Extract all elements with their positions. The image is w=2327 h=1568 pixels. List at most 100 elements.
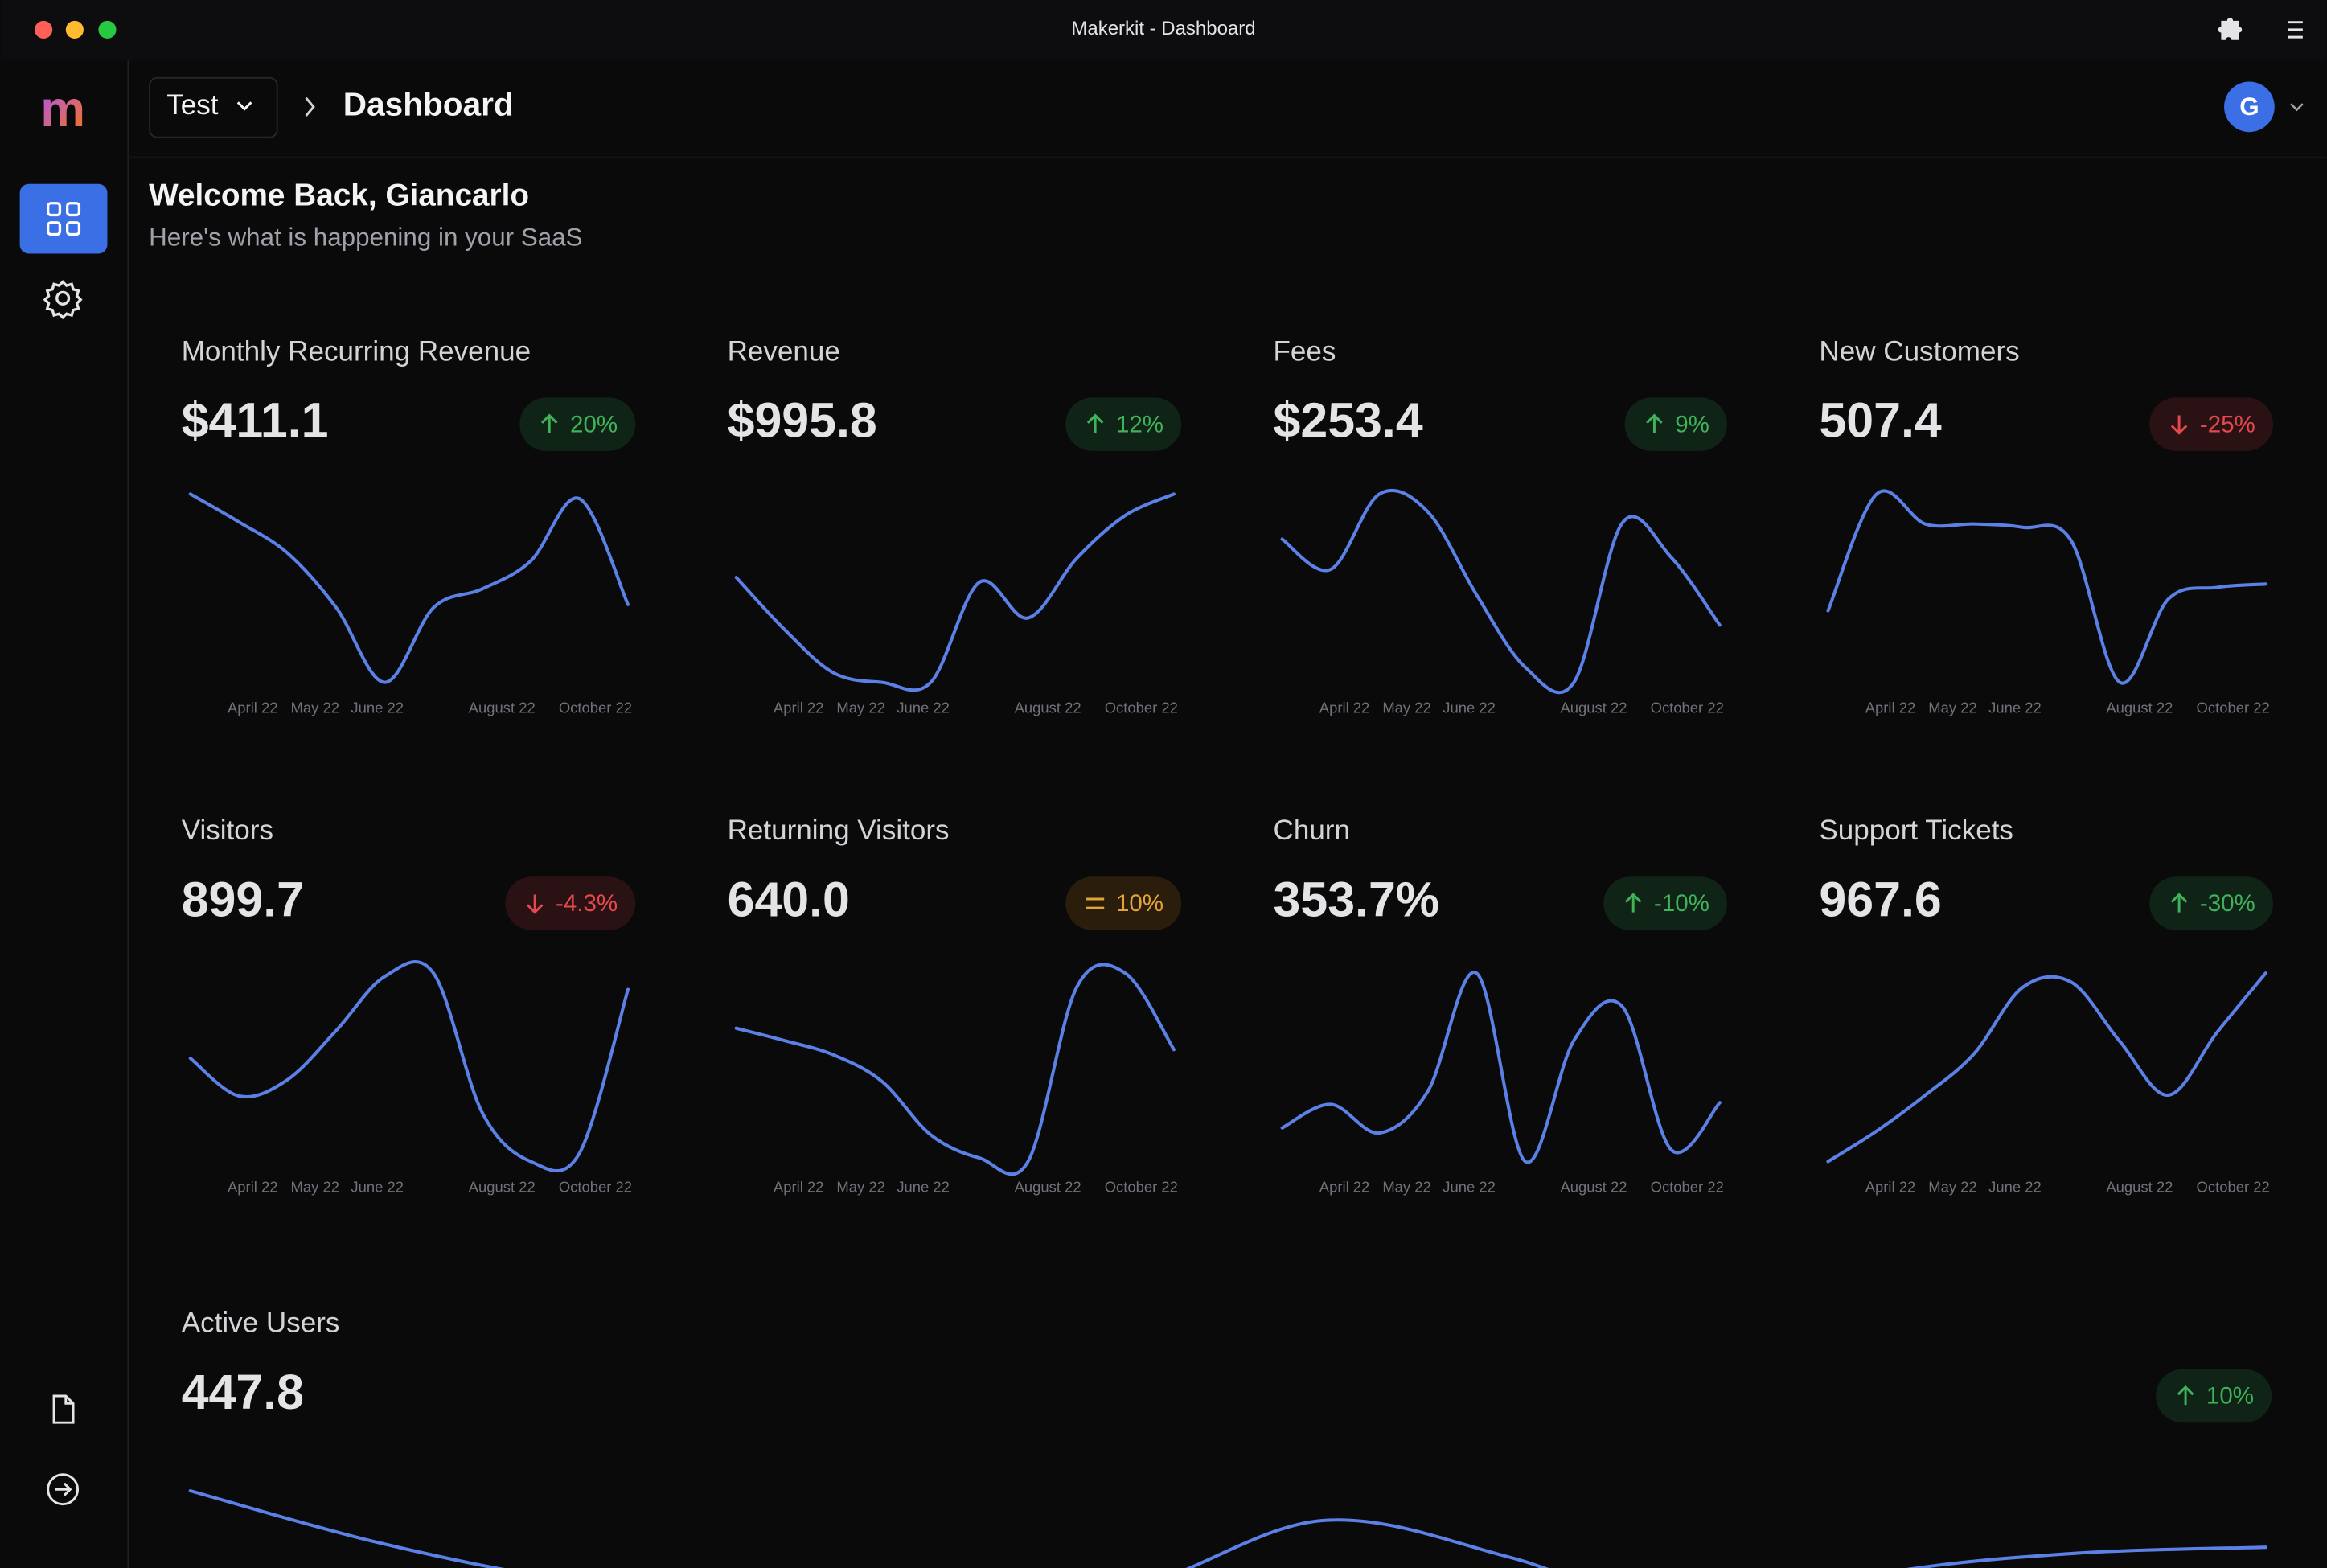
badge-background bbox=[1065, 876, 1182, 930]
nav-logout[interactable] bbox=[47, 1473, 80, 1506]
minimize-button[interactable] bbox=[65, 20, 84, 39]
x-axis-label: June 22 bbox=[1443, 700, 1496, 716]
badge-background bbox=[2149, 397, 2273, 451]
x-axis-label: June 22 bbox=[1988, 1179, 2042, 1196]
change-badge: 9% bbox=[1624, 397, 1728, 451]
x-axis-label: May 22 bbox=[836, 1179, 884, 1196]
x-axis-label: June 22 bbox=[351, 1179, 404, 1196]
menu-icon[interactable] bbox=[2288, 21, 2303, 39]
x-axis-label: May 22 bbox=[1928, 1179, 1976, 1196]
welcome-subtitle: Here's what is happening in your SaaS bbox=[149, 223, 582, 251]
x-axis-label: May 22 bbox=[836, 700, 884, 716]
x-axis-label: August 22 bbox=[2106, 1179, 2173, 1196]
badge-background bbox=[519, 397, 636, 451]
badge-text: 9% bbox=[1675, 411, 1709, 437]
card-title: Revenue bbox=[728, 335, 840, 367]
x-axis-label: June 22 bbox=[897, 1179, 950, 1196]
x-axis-label: June 22 bbox=[1443, 1179, 1496, 1196]
x-axis-label: May 22 bbox=[291, 700, 339, 716]
badge-background bbox=[1624, 397, 1728, 451]
x-axis-label: April 22 bbox=[1865, 700, 1916, 716]
x-axis-label: October 22 bbox=[1651, 1179, 1724, 1196]
x-axis-label: June 22 bbox=[1988, 700, 2042, 716]
card-value: $253.4 bbox=[1274, 393, 1423, 448]
card-title: Visitors bbox=[182, 815, 273, 846]
card-value: 447.8 bbox=[182, 1365, 304, 1419]
nav-settings[interactable] bbox=[43, 280, 83, 320]
x-axis-label: April 22 bbox=[774, 1179, 824, 1196]
badge-background bbox=[505, 876, 636, 930]
card-title: Active Users bbox=[182, 1307, 340, 1339]
card-value: $995.8 bbox=[728, 393, 877, 448]
card-value: 507.4 bbox=[1819, 393, 1941, 448]
close-button[interactable] bbox=[35, 20, 53, 39]
sparkline bbox=[188, 492, 630, 684]
badge-background bbox=[1603, 876, 1728, 930]
x-axis-label: August 22 bbox=[1015, 1179, 1081, 1196]
x-axis-label: October 22 bbox=[2197, 700, 2270, 716]
x-axis-label: October 22 bbox=[1651, 700, 1724, 716]
badge-text: 12% bbox=[1116, 411, 1164, 437]
nav-dashboard[interactable] bbox=[19, 183, 108, 254]
x-axis-label: April 22 bbox=[774, 700, 824, 716]
trend-icon bbox=[1086, 897, 1105, 909]
change-badge: -10% bbox=[1603, 876, 1728, 930]
x-axis-label: April 22 bbox=[1865, 1179, 1916, 1196]
x-axis-label: May 22 bbox=[291, 1179, 339, 1196]
avatar-chevron[interactable] bbox=[2290, 103, 2304, 112]
trend-icon bbox=[1624, 893, 1642, 913]
x-axis-label: April 22 bbox=[1319, 1179, 1370, 1196]
workspace-name: Test bbox=[166, 89, 219, 121]
card-title: Monthly Recurring Revenue bbox=[182, 335, 531, 367]
extensions-icon[interactable] bbox=[2218, 18, 2243, 40]
x-axis-label: October 22 bbox=[1105, 700, 1178, 716]
change-badge: -4.3% bbox=[505, 876, 636, 930]
card-title: Fees bbox=[1274, 335, 1336, 367]
avatar-initial: G bbox=[2239, 92, 2259, 121]
workspace-selector[interactable] bbox=[149, 76, 278, 138]
x-axis-label: April 22 bbox=[228, 1179, 278, 1196]
x-axis-label: August 22 bbox=[1560, 700, 1627, 716]
card-value: 967.6 bbox=[1819, 872, 1941, 927]
x-axis-label: May 22 bbox=[1382, 1179, 1430, 1196]
x-axis-label: August 22 bbox=[1560, 1179, 1627, 1196]
sparkline bbox=[188, 1489, 2267, 1568]
change-badge: 20% bbox=[519, 397, 636, 451]
card-value: 353.7% bbox=[1274, 872, 1439, 927]
badge-background bbox=[2156, 1369, 2272, 1423]
x-axis-label: April 22 bbox=[228, 700, 278, 716]
change-badge: -25% bbox=[2149, 397, 2273, 451]
trend-icon bbox=[1086, 413, 1104, 433]
workspace-chevron bbox=[236, 101, 252, 111]
badge-text: -10% bbox=[1654, 890, 1709, 917]
nav-docs[interactable] bbox=[52, 1394, 75, 1424]
x-axis-label: October 22 bbox=[1105, 1179, 1178, 1196]
sparkline bbox=[1280, 971, 1722, 1164]
badge-background bbox=[2149, 876, 2273, 930]
breadcrumb-separator bbox=[305, 96, 315, 117]
card-value: $411.1 bbox=[182, 393, 329, 448]
x-axis-label: April 22 bbox=[1319, 700, 1370, 716]
dashboard-icon bbox=[47, 202, 81, 236]
sparkline bbox=[734, 963, 1176, 1176]
maximize-button[interactable] bbox=[98, 20, 117, 39]
badge-text: 10% bbox=[2206, 1383, 2254, 1410]
avatar[interactable] bbox=[2224, 81, 2275, 133]
trend-icon bbox=[526, 894, 544, 914]
card-title: New Customers bbox=[1819, 335, 2019, 367]
window-title: Makerkit - Dashboard bbox=[1071, 18, 1255, 39]
x-axis-label: August 22 bbox=[1015, 700, 1081, 716]
x-axis-label: August 22 bbox=[469, 1179, 536, 1196]
change-badge: 12% bbox=[1065, 397, 1182, 451]
badge-text: 10% bbox=[1116, 890, 1164, 917]
x-axis-label: May 22 bbox=[1382, 700, 1430, 716]
sparkline bbox=[734, 492, 1176, 692]
change-badge: 10% bbox=[2156, 1369, 2272, 1423]
card-value: 899.7 bbox=[182, 872, 304, 927]
logo[interactable]: m bbox=[40, 81, 85, 138]
x-axis-label: October 22 bbox=[559, 700, 632, 716]
trend-icon bbox=[2177, 1385, 2194, 1406]
